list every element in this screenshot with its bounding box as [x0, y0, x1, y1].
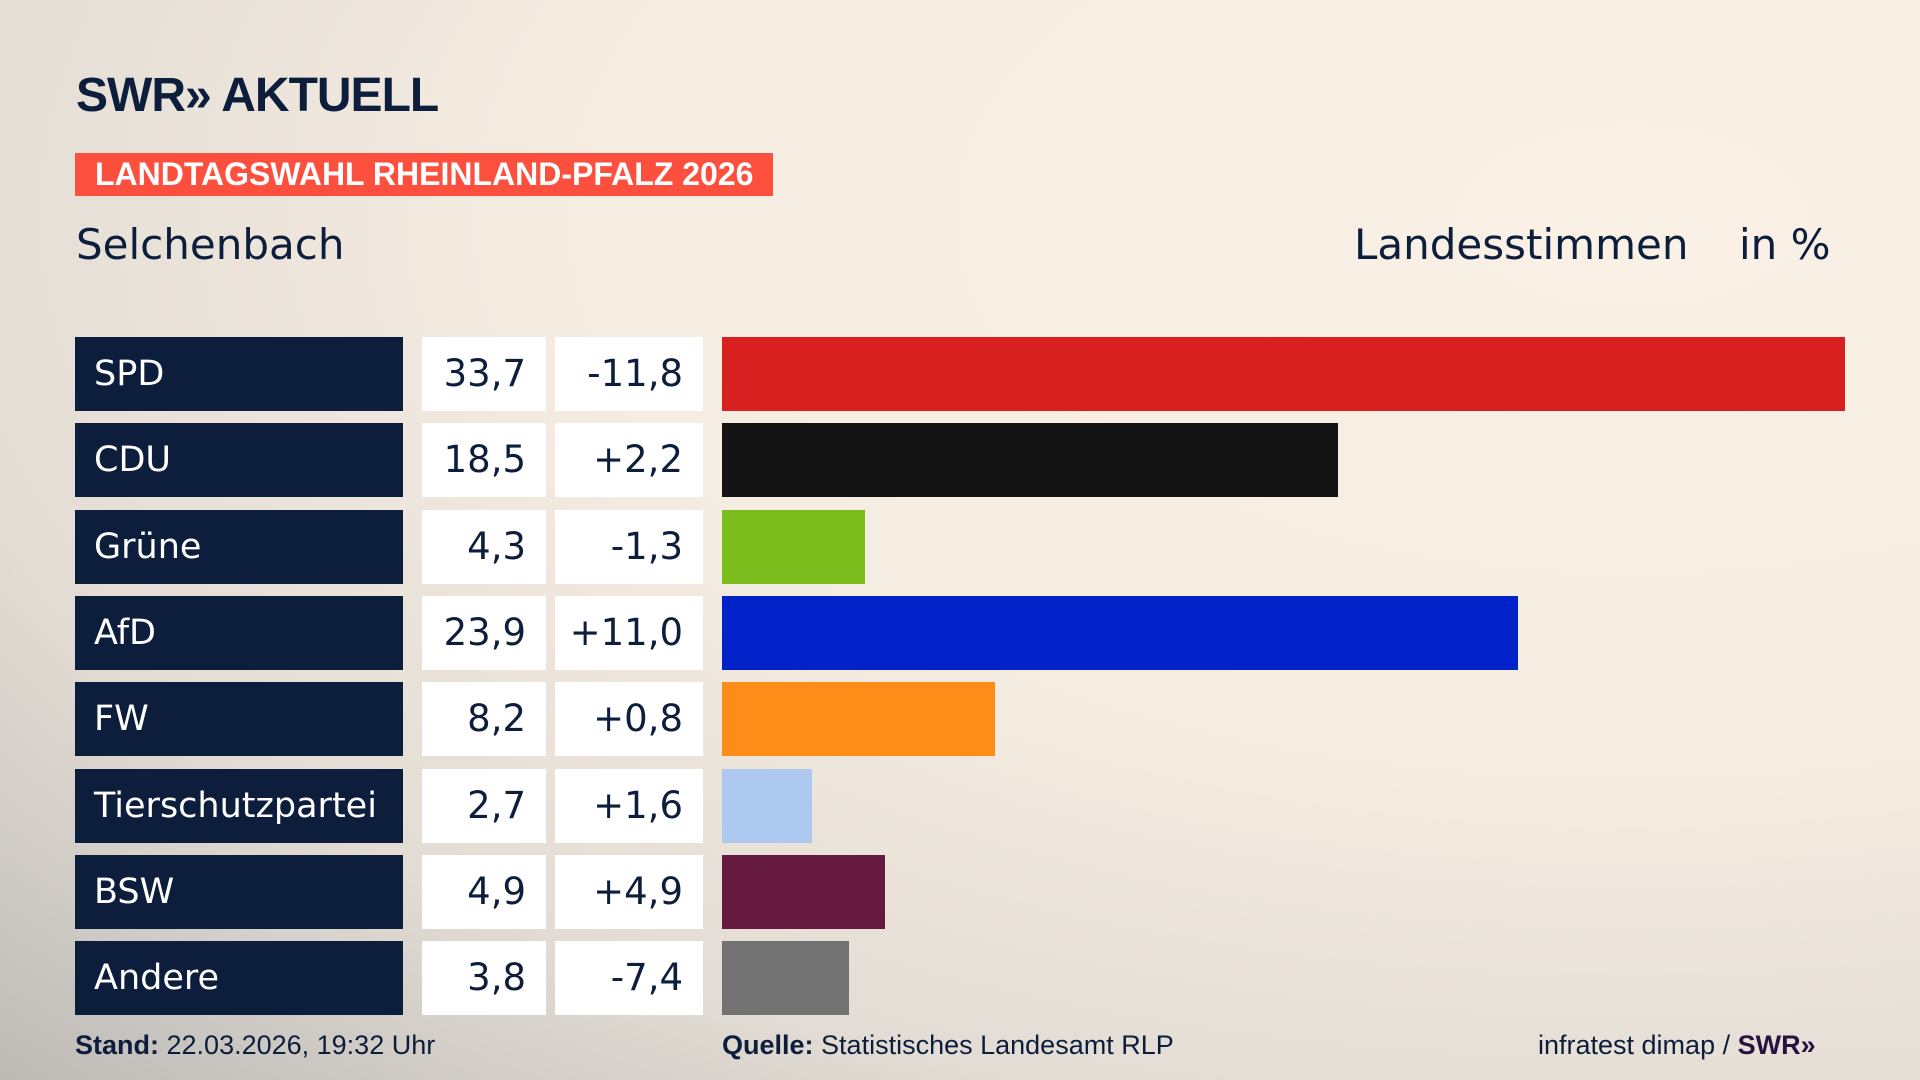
diff-label: +1,6: [555, 768, 703, 843]
value-label: 4,3: [422, 509, 546, 584]
diff-label: +2,2: [555, 423, 703, 498]
chart-row: AfD 23,9 +11,0: [0, 595, 1920, 670]
swr-logo: SWR»: [1737, 1030, 1816, 1060]
diff-label: +11,0: [555, 595, 703, 670]
party-label: AfD: [75, 595, 403, 670]
bar-andere: [722, 941, 849, 1016]
place-title: Selchenbach: [76, 220, 345, 269]
chart-row: SPD 33,7 -11,8: [0, 337, 1920, 411]
footer-credit: infratest dimap / SWR»: [1538, 1030, 1816, 1061]
election-banner: LANDTAGSWAHL RHEINLAND-PFALZ 2026: [75, 153, 774, 196]
value-label: 33,7: [422, 337, 546, 411]
swr-aktuell-logo: SWR» AKTUELL: [76, 69, 439, 122]
value-label: 3,8: [422, 941, 546, 1016]
value-label: 8,2: [422, 682, 546, 757]
value-label: 2,7: [422, 768, 546, 843]
diff-label: -11,8: [555, 337, 703, 411]
footer-stand: Stand: 22.03.2026, 19:32 Uhr: [75, 1030, 435, 1061]
diff-label: +4,9: [555, 854, 703, 929]
party-label: Tierschutzpartei: [75, 768, 403, 843]
diff-label: +0,8: [555, 682, 703, 757]
footer-source: Quelle: Statistisches Landesamt RLP: [722, 1030, 1174, 1061]
measure-label: Landesstimmen: [1354, 220, 1689, 269]
chart-row: Andere 3,8 -7,4: [0, 941, 1920, 1016]
credit-text: infratest dimap /: [1538, 1030, 1738, 1060]
diff-label: -7,4: [555, 941, 703, 1016]
stand-label: Stand:: [75, 1030, 159, 1060]
party-label: CDU: [75, 423, 403, 498]
bar-spd: [722, 337, 1845, 411]
party-label: FW: [75, 682, 403, 757]
chart-row: Grüne 4,3 -1,3: [0, 509, 1920, 584]
bar-bsw: [722, 854, 886, 929]
value-label: 4,9: [422, 854, 546, 929]
value-label: 23,9: [422, 595, 546, 670]
source-label: Quelle:: [722, 1030, 814, 1060]
bar-tierschutzpartei: [722, 768, 812, 843]
source-value: Statistisches Landesamt RLP: [821, 1030, 1174, 1060]
stand-value: 22.03.2026, 19:32 Uhr: [166, 1030, 436, 1060]
bar-afd: [722, 595, 1519, 670]
value-label: 18,5: [422, 423, 546, 498]
party-label: Andere: [75, 941, 403, 1016]
bar-grüne: [722, 509, 866, 584]
bar-fw: [722, 682, 996, 757]
party-label: Grüne: [75, 509, 403, 584]
chart-row: Tierschutzpartei 2,7 +1,6: [0, 768, 1920, 843]
party-label: BSW: [75, 854, 403, 929]
chart-row: CDU 18,5 +2,2: [0, 423, 1920, 498]
bar-cdu: [722, 423, 1339, 498]
unit-label: in %: [1739, 220, 1831, 269]
chart-row: FW 8,2 +0,8: [0, 682, 1920, 757]
party-label: SPD: [75, 337, 403, 411]
diff-label: -1,3: [555, 509, 703, 584]
chart-row: BSW 4,9 +4,9: [0, 854, 1920, 929]
